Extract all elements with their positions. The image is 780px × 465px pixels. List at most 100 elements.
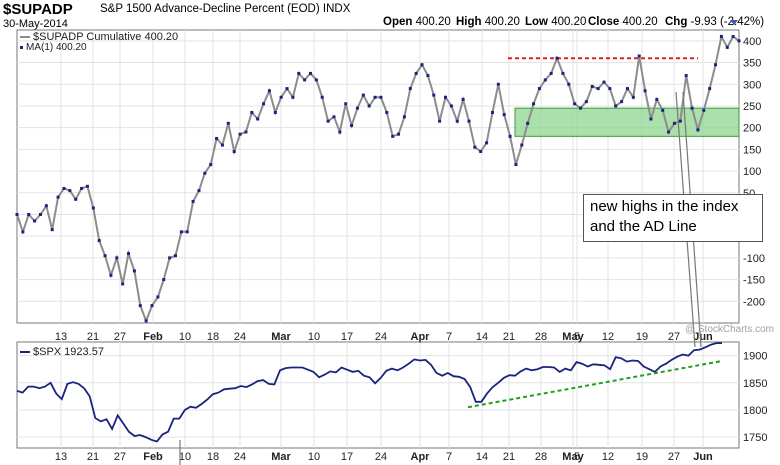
data-point-supadp	[279, 95, 283, 99]
data-point-supadp	[490, 110, 494, 114]
close-value: 400.20	[622, 16, 658, 28]
data-point-supadp	[267, 89, 271, 93]
lower-x-tick-label: 7	[446, 451, 452, 463]
data-point-supadp	[197, 189, 201, 193]
data-point-supadp	[256, 117, 260, 121]
lower-panel-frame	[16, 341, 740, 449]
data-point-supadp	[449, 104, 453, 108]
data-point-supadp	[549, 71, 553, 75]
data-point-supadp	[326, 119, 330, 123]
exchange-text: INDX	[322, 3, 351, 15]
data-point-supadp	[291, 95, 295, 99]
chevron-down-icon[interactable]	[730, 20, 738, 25]
data-point-supadp	[661, 108, 665, 112]
upper-x-tick-label: 18	[207, 331, 219, 343]
data-point-supadp	[320, 95, 324, 99]
data-point-supadp	[385, 110, 389, 114]
data-point-supadp	[643, 89, 647, 93]
upper-x-tick-label: 7	[446, 331, 452, 343]
data-point-supadp	[473, 145, 477, 149]
data-point-supadp	[109, 273, 113, 277]
lower-x-tick-label: 14	[476, 451, 488, 463]
lower-y-tick-label: 1800	[743, 405, 767, 417]
data-point-supadp	[602, 80, 606, 84]
data-point-supadp	[438, 119, 442, 123]
upper-x-tick-label: 10	[308, 331, 320, 343]
data-point-supadp	[168, 256, 172, 260]
data-point-supadp	[44, 204, 48, 208]
upper-x-tick-label: 27	[114, 331, 126, 343]
data-point-supadp	[21, 230, 25, 234]
data-point-supadp	[637, 54, 641, 58]
upper-x-tick-label: 24	[234, 331, 246, 343]
chart-date: 30-May-2014	[3, 18, 68, 30]
data-point-supadp	[56, 195, 60, 199]
data-point-supadp	[355, 106, 359, 110]
data-point-supadp	[150, 304, 154, 308]
data-point-supadp	[690, 106, 694, 110]
data-point-supadp	[408, 87, 412, 91]
upper-y-tick-label: 250	[743, 101, 761, 113]
data-point-supadp	[38, 212, 42, 216]
watermark: @ StockCharts.com	[684, 324, 774, 335]
data-point-supadp	[631, 95, 635, 99]
data-point-supadp	[620, 100, 624, 104]
lower-x-tick-label: 27	[114, 451, 126, 463]
upper-x-tick-label: Apr	[411, 331, 431, 343]
data-point-supadp	[573, 102, 577, 106]
spx-trendline	[467, 360, 723, 409]
legend-spx-swatch	[20, 351, 30, 354]
close-label: Close	[588, 16, 620, 28]
data-point-supadp	[561, 71, 565, 75]
data-point-supadp	[132, 269, 136, 273]
data-point-supadp	[608, 87, 612, 91]
upper-y-tick-label: 400	[743, 36, 761, 48]
data-point-supadp	[625, 87, 629, 91]
lower-x-tick-label: 24	[375, 451, 387, 463]
upper-x-tick-label: 21	[503, 331, 515, 343]
legend-upper-ma: MA(1) 400.20	[20, 42, 87, 53]
data-point-supadp	[702, 108, 706, 112]
lower-y-tick-label: 1850	[743, 378, 767, 390]
data-point-supadp	[303, 78, 307, 82]
low-label: Low	[525, 16, 548, 28]
upper-y-tick-label: 100	[743, 166, 761, 178]
upper-x-tick-label: 5	[574, 331, 580, 343]
upper-y-tick-label: -100	[743, 253, 765, 265]
lower-y-tick-label: 1900	[743, 351, 767, 363]
lower-x-tick-label: Feb	[143, 451, 163, 463]
legend-marker-swatch	[20, 45, 23, 49]
data-point-supadp	[467, 119, 471, 123]
data-point-supadp	[121, 282, 125, 286]
close-readout: Close 400.20	[588, 16, 658, 28]
data-point-supadp	[502, 113, 506, 117]
data-point-supadp	[91, 206, 95, 210]
data-point-supadp	[391, 134, 395, 138]
data-point-supadp	[350, 123, 354, 127]
support-zone	[514, 107, 740, 137]
legend-upper-line: $SUPADP Cumulative 400.20	[20, 31, 178, 43]
upper-x-tick-label: 21	[87, 331, 99, 343]
lower-x-tick-label: May	[562, 451, 584, 463]
data-point-supadp	[191, 199, 195, 203]
data-point-supadp	[402, 115, 406, 119]
upper-x-tick-label: 24	[375, 331, 387, 343]
data-point-supadp	[508, 134, 512, 138]
open-value: 400.20	[415, 16, 451, 28]
chg-readout: Chg -9.93 (-2.42%)	[665, 16, 764, 28]
data-point-supadp	[232, 150, 236, 154]
data-point-supadp	[367, 104, 371, 108]
high-readout: High 400.20	[456, 16, 520, 28]
open-label: Open	[383, 16, 413, 28]
data-point-supadp	[708, 87, 712, 91]
upper-x-tick-label: 10	[179, 331, 191, 343]
lower-x-tick-label: 18	[207, 451, 219, 463]
annotation-line-2: and the AD Line	[590, 218, 697, 235]
data-point-supadp	[226, 121, 230, 125]
data-point-supadp	[209, 163, 213, 167]
data-point-supadp	[461, 97, 465, 101]
data-point-supadp	[649, 117, 653, 121]
data-point-supadp	[338, 130, 342, 134]
data-point-supadp	[127, 252, 131, 256]
